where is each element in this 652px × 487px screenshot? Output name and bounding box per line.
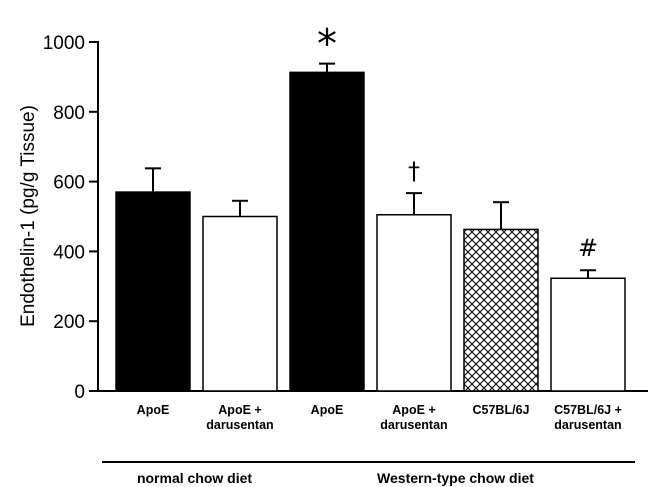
y-tick-label: 0 <box>74 382 85 403</box>
group-label: Western-type chow diet <box>377 470 534 486</box>
group-label: normal chow diet <box>137 470 252 486</box>
significance-marker: † <box>408 157 420 185</box>
x-tick-label-line: C57BL/6J <box>473 403 530 417</box>
bar <box>115 191 191 392</box>
y-tick-label: 400 <box>53 242 85 263</box>
group-labels: normal chow diet Western-type chow diet <box>102 461 635 486</box>
x-tick-label: ApoE <box>311 403 344 417</box>
x-tick-label-line: C57BL/6J + <box>554 403 622 417</box>
x-tick-label-line: ApoE <box>311 403 344 417</box>
x-tick-label: ApoE + darusentan <box>206 403 273 432</box>
bar <box>202 215 278 392</box>
x-tick-label-line: ApoE <box>137 403 170 417</box>
x-tick-label: C57BL/6J <box>473 403 530 417</box>
x-tick-label: ApoE <box>137 403 170 417</box>
x-tick-label-line: darusentan <box>206 418 273 432</box>
x-tick-label-line: darusentan <box>380 418 447 432</box>
y-axis-title: Endothelin-1 (pg/g Tissue) <box>18 105 39 327</box>
bar <box>289 71 365 392</box>
significance-marker: # <box>578 234 598 262</box>
y-tick-label: 800 <box>53 103 85 124</box>
y-tick-label: 200 <box>53 312 85 333</box>
y-tick-label: 1000 <box>43 33 85 54</box>
bar <box>463 228 539 392</box>
significance-marker: * <box>317 22 337 68</box>
x-tick-label-line: ApoE + <box>392 403 435 417</box>
y-ticks: 0 200 400 600 800 1000 <box>43 33 98 403</box>
x-tick-label-line: darusentan <box>554 418 621 432</box>
x-tick-label: ApoE + darusentan <box>380 403 447 432</box>
y-tick-label: 600 <box>53 173 85 194</box>
bar <box>376 214 452 392</box>
bar <box>550 277 626 392</box>
x-tick-label-line: ApoE + <box>218 403 261 417</box>
x-tick-label: C57BL/6J + darusentan <box>554 403 622 432</box>
bars: * † # <box>115 22 626 392</box>
